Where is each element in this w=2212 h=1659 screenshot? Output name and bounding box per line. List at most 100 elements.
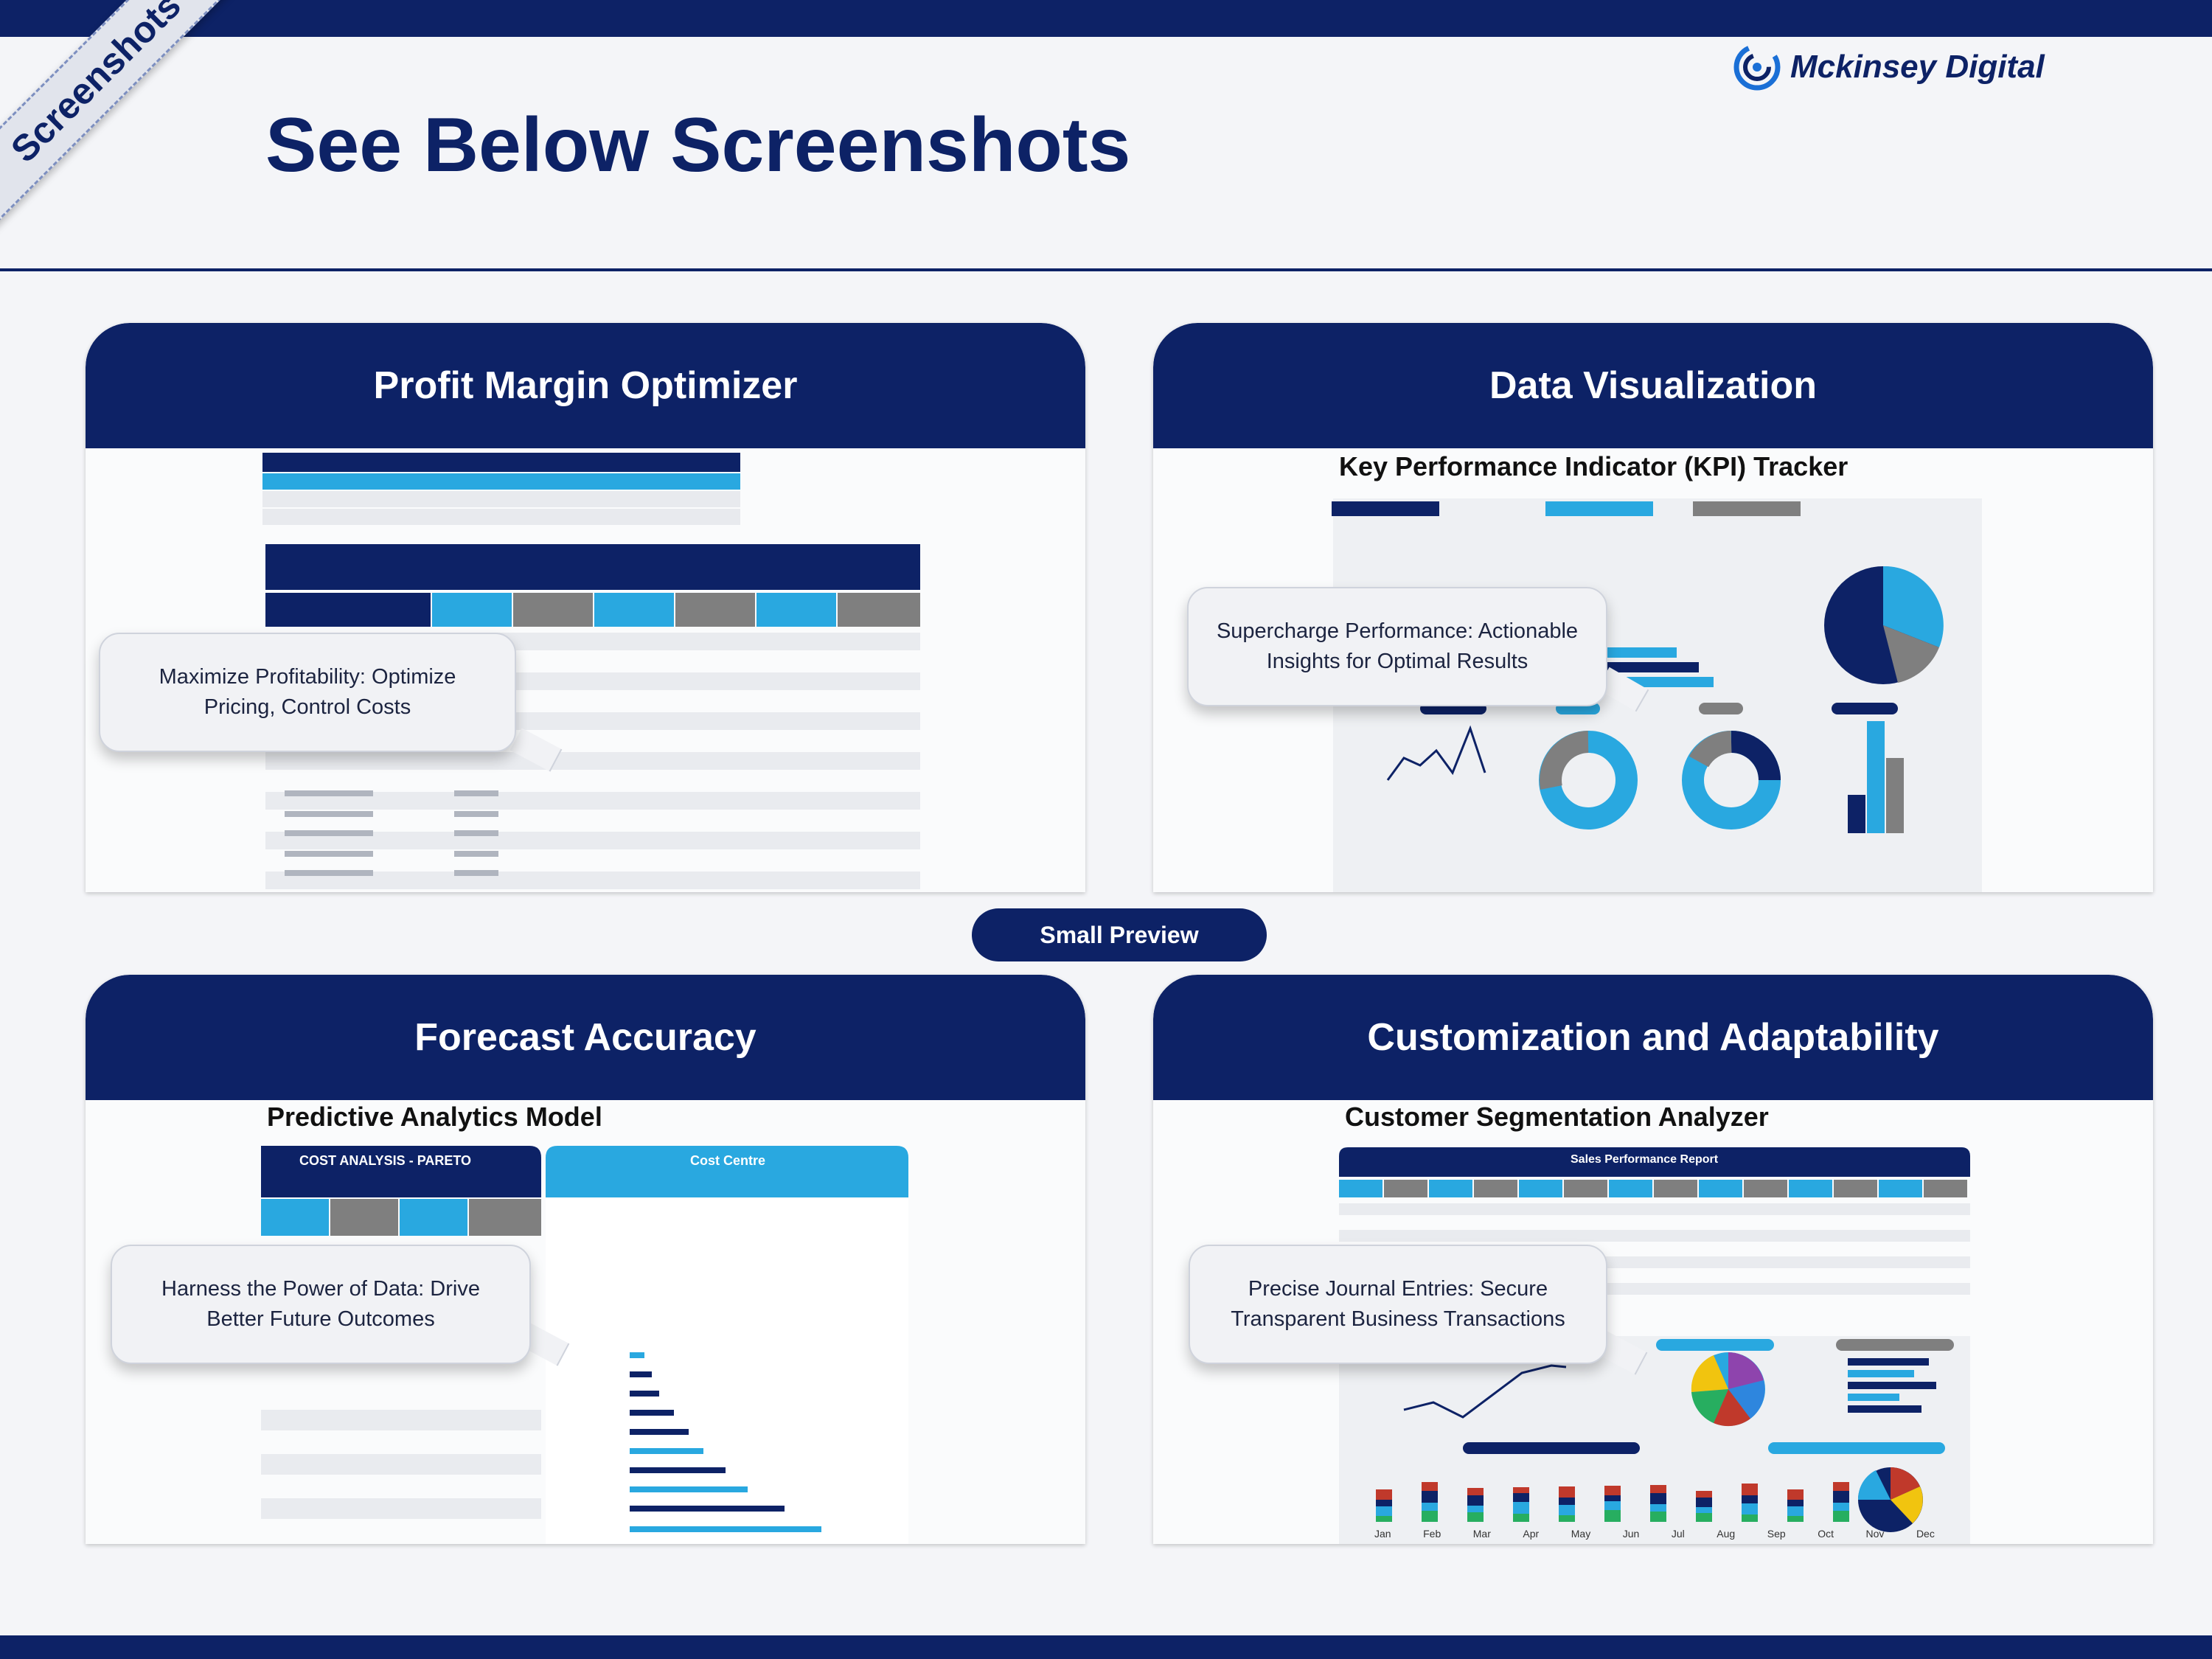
panel-left-title: COST ANALYSIS - PARETO <box>299 1153 472 1168</box>
month-label: Aug <box>1717 1528 1736 1540</box>
callout-line: Transparent Business Transactions <box>1231 1307 1565 1331</box>
month-label: Jan <box>1374 1528 1391 1540</box>
report-header-cell <box>1924 1180 1967 1197</box>
report-header-cell <box>1474 1180 1517 1197</box>
month-label: Oct <box>1818 1528 1834 1540</box>
stacked-bar-segment <box>1604 1486 1621 1495</box>
stacked-bar-segment <box>1604 1510 1621 1522</box>
callout-kpi: Supercharge Performance: Actionable Insi… <box>1187 587 1607 706</box>
stacked-bar-segment <box>1742 1495 1758 1503</box>
stacked-bar-segment <box>1376 1516 1392 1522</box>
stacked-bar-segment <box>1787 1489 1804 1500</box>
card-forecast-accuracy: Forecast Accuracy Predictive Analytics M… <box>86 975 1085 1544</box>
report-header-cell <box>1699 1180 1742 1197</box>
card-heading: Data Visualization <box>1153 323 2153 448</box>
month-label: May <box>1571 1528 1591 1540</box>
stacked-bar-segment <box>1422 1503 1438 1511</box>
report-header-cell <box>1654 1180 1697 1197</box>
stacked-bar-segment <box>1742 1514 1758 1522</box>
stacked-bar-segment <box>1559 1486 1575 1498</box>
stacked-bar-segment <box>1787 1500 1804 1506</box>
sales-report-preview <box>1339 1147 1970 1544</box>
header-divider <box>0 268 2212 271</box>
stacked-bar-segment <box>1650 1504 1666 1512</box>
stacked-bar-segment <box>1422 1511 1438 1522</box>
stacked-bar-segment <box>1513 1514 1529 1522</box>
stacked-bar-segment <box>1650 1493 1666 1504</box>
panel-right-title: Cost Centre <box>690 1153 766 1168</box>
report-header-cell <box>1339 1180 1382 1197</box>
bottom-bar <box>0 1635 2212 1659</box>
preview-subtitle: Predictive Analytics Model <box>267 1102 602 1132</box>
stacked-bar-segment <box>1513 1487 1529 1493</box>
preview-subtitle: Key Performance Indicator (KPI) Tracker <box>1339 451 1848 481</box>
small-preview-button[interactable]: Small Preview <box>972 908 1267 961</box>
stacked-bar-segment <box>1604 1495 1621 1501</box>
top-bar <box>0 0 2212 37</box>
stacked-bar-segment <box>1696 1507 1712 1513</box>
month-label: Apr <box>1523 1528 1540 1540</box>
callout-line: Pricing, Control Costs <box>204 695 411 719</box>
report-header-cell <box>1834 1180 1877 1197</box>
stacked-bar-segment <box>1376 1489 1392 1500</box>
stacked-bar-segment <box>1559 1505 1575 1515</box>
callout-line: Harness the Power of Data: Drive <box>161 1277 480 1301</box>
callout-line: Supercharge Performance: Actionable <box>1216 619 1579 643</box>
report-header-cell <box>1879 1180 1922 1197</box>
callout-profit: Maximize Profitability: Optimize Pricing… <box>99 633 516 752</box>
card-heading: Forecast Accuracy <box>86 975 1085 1100</box>
card-heading: Customization and Adaptability <box>1153 975 2153 1100</box>
pareto-preview <box>261 1146 908 1544</box>
stacked-bar-segment <box>1467 1488 1484 1495</box>
stacked-bar-segment <box>1833 1503 1849 1511</box>
month-label: Jul <box>1671 1528 1685 1540</box>
callout-line: Better Future Outcomes <box>206 1307 435 1331</box>
stacked-bar-segment <box>1787 1506 1804 1516</box>
month-axis: Jan Feb Mar Apr May Jun Jul Aug Sep Oct Nov Dec <box>1374 1528 1935 1540</box>
stacked-bar-segment <box>1833 1491 1849 1503</box>
logo-text: Mckinsey Digital <box>1790 49 2045 85</box>
callout-line: Insights for Optimal Results <box>1266 650 1528 673</box>
stacked-bar-segment <box>1833 1482 1849 1491</box>
logo-icon <box>1733 44 1781 91</box>
report-header-cell <box>1429 1180 1472 1197</box>
stacked-bar-segment <box>1696 1491 1712 1498</box>
month-label: Sep <box>1767 1528 1786 1540</box>
logo: Mckinsey Digital <box>1733 43 2045 91</box>
callout-line: Maximize Profitability: Optimize <box>159 665 456 689</box>
stacked-bar-segment <box>1513 1502 1529 1514</box>
stacked-bar-segment <box>1559 1498 1575 1505</box>
stacked-bar-segment <box>1513 1493 1529 1502</box>
stacked-bar-segment <box>1422 1482 1438 1491</box>
stacked-bar-segment <box>1559 1515 1575 1522</box>
card-heading: Profit Margin Optimizer <box>86 323 1085 448</box>
callout-line: Precise Journal Entries: Secure <box>1248 1277 1548 1301</box>
stacked-bar-segment <box>1833 1511 1849 1522</box>
stacked-bar-segment <box>1422 1491 1438 1503</box>
stacked-bar-segment <box>1604 1501 1621 1510</box>
stacked-bar-segment <box>1787 1516 1804 1522</box>
report-header-cell <box>1744 1180 1787 1197</box>
month-label: Dec <box>1916 1528 1935 1540</box>
stacked-bar-segment <box>1467 1506 1484 1512</box>
month-label: Nov <box>1865 1528 1885 1540</box>
callout-forecast: Harness the Power of Data: Drive Better … <box>111 1245 531 1364</box>
card-preview: Customer Segmentation Analyzer <box>1153 1100 2153 1544</box>
stacked-bar-segment <box>1742 1503 1758 1514</box>
stacked-bar-segment <box>1696 1513 1712 1522</box>
stacked-bar-segment <box>1650 1485 1666 1493</box>
report-header-cell <box>1789 1180 1832 1197</box>
report-header-cell <box>1519 1180 1562 1197</box>
month-label: Jun <box>1622 1528 1640 1540</box>
month-label: Mar <box>1472 1528 1491 1540</box>
stacked-bar-segment <box>1696 1498 1712 1507</box>
card-profit-margin: Profit Margin Optimizer <box>86 323 1085 892</box>
page-title: See Below Screenshots <box>265 102 1131 188</box>
stacked-bar-segment <box>1376 1500 1392 1506</box>
report-header-cell <box>1609 1180 1652 1197</box>
month-label: Feb <box>1423 1528 1441 1540</box>
report-title: Sales Performance Report <box>1571 1153 1719 1166</box>
stacked-bar-segment <box>1650 1512 1666 1522</box>
stacked-bar-segment <box>1467 1495 1484 1506</box>
preview-subtitle: Customer Segmentation Analyzer <box>1345 1102 1769 1132</box>
